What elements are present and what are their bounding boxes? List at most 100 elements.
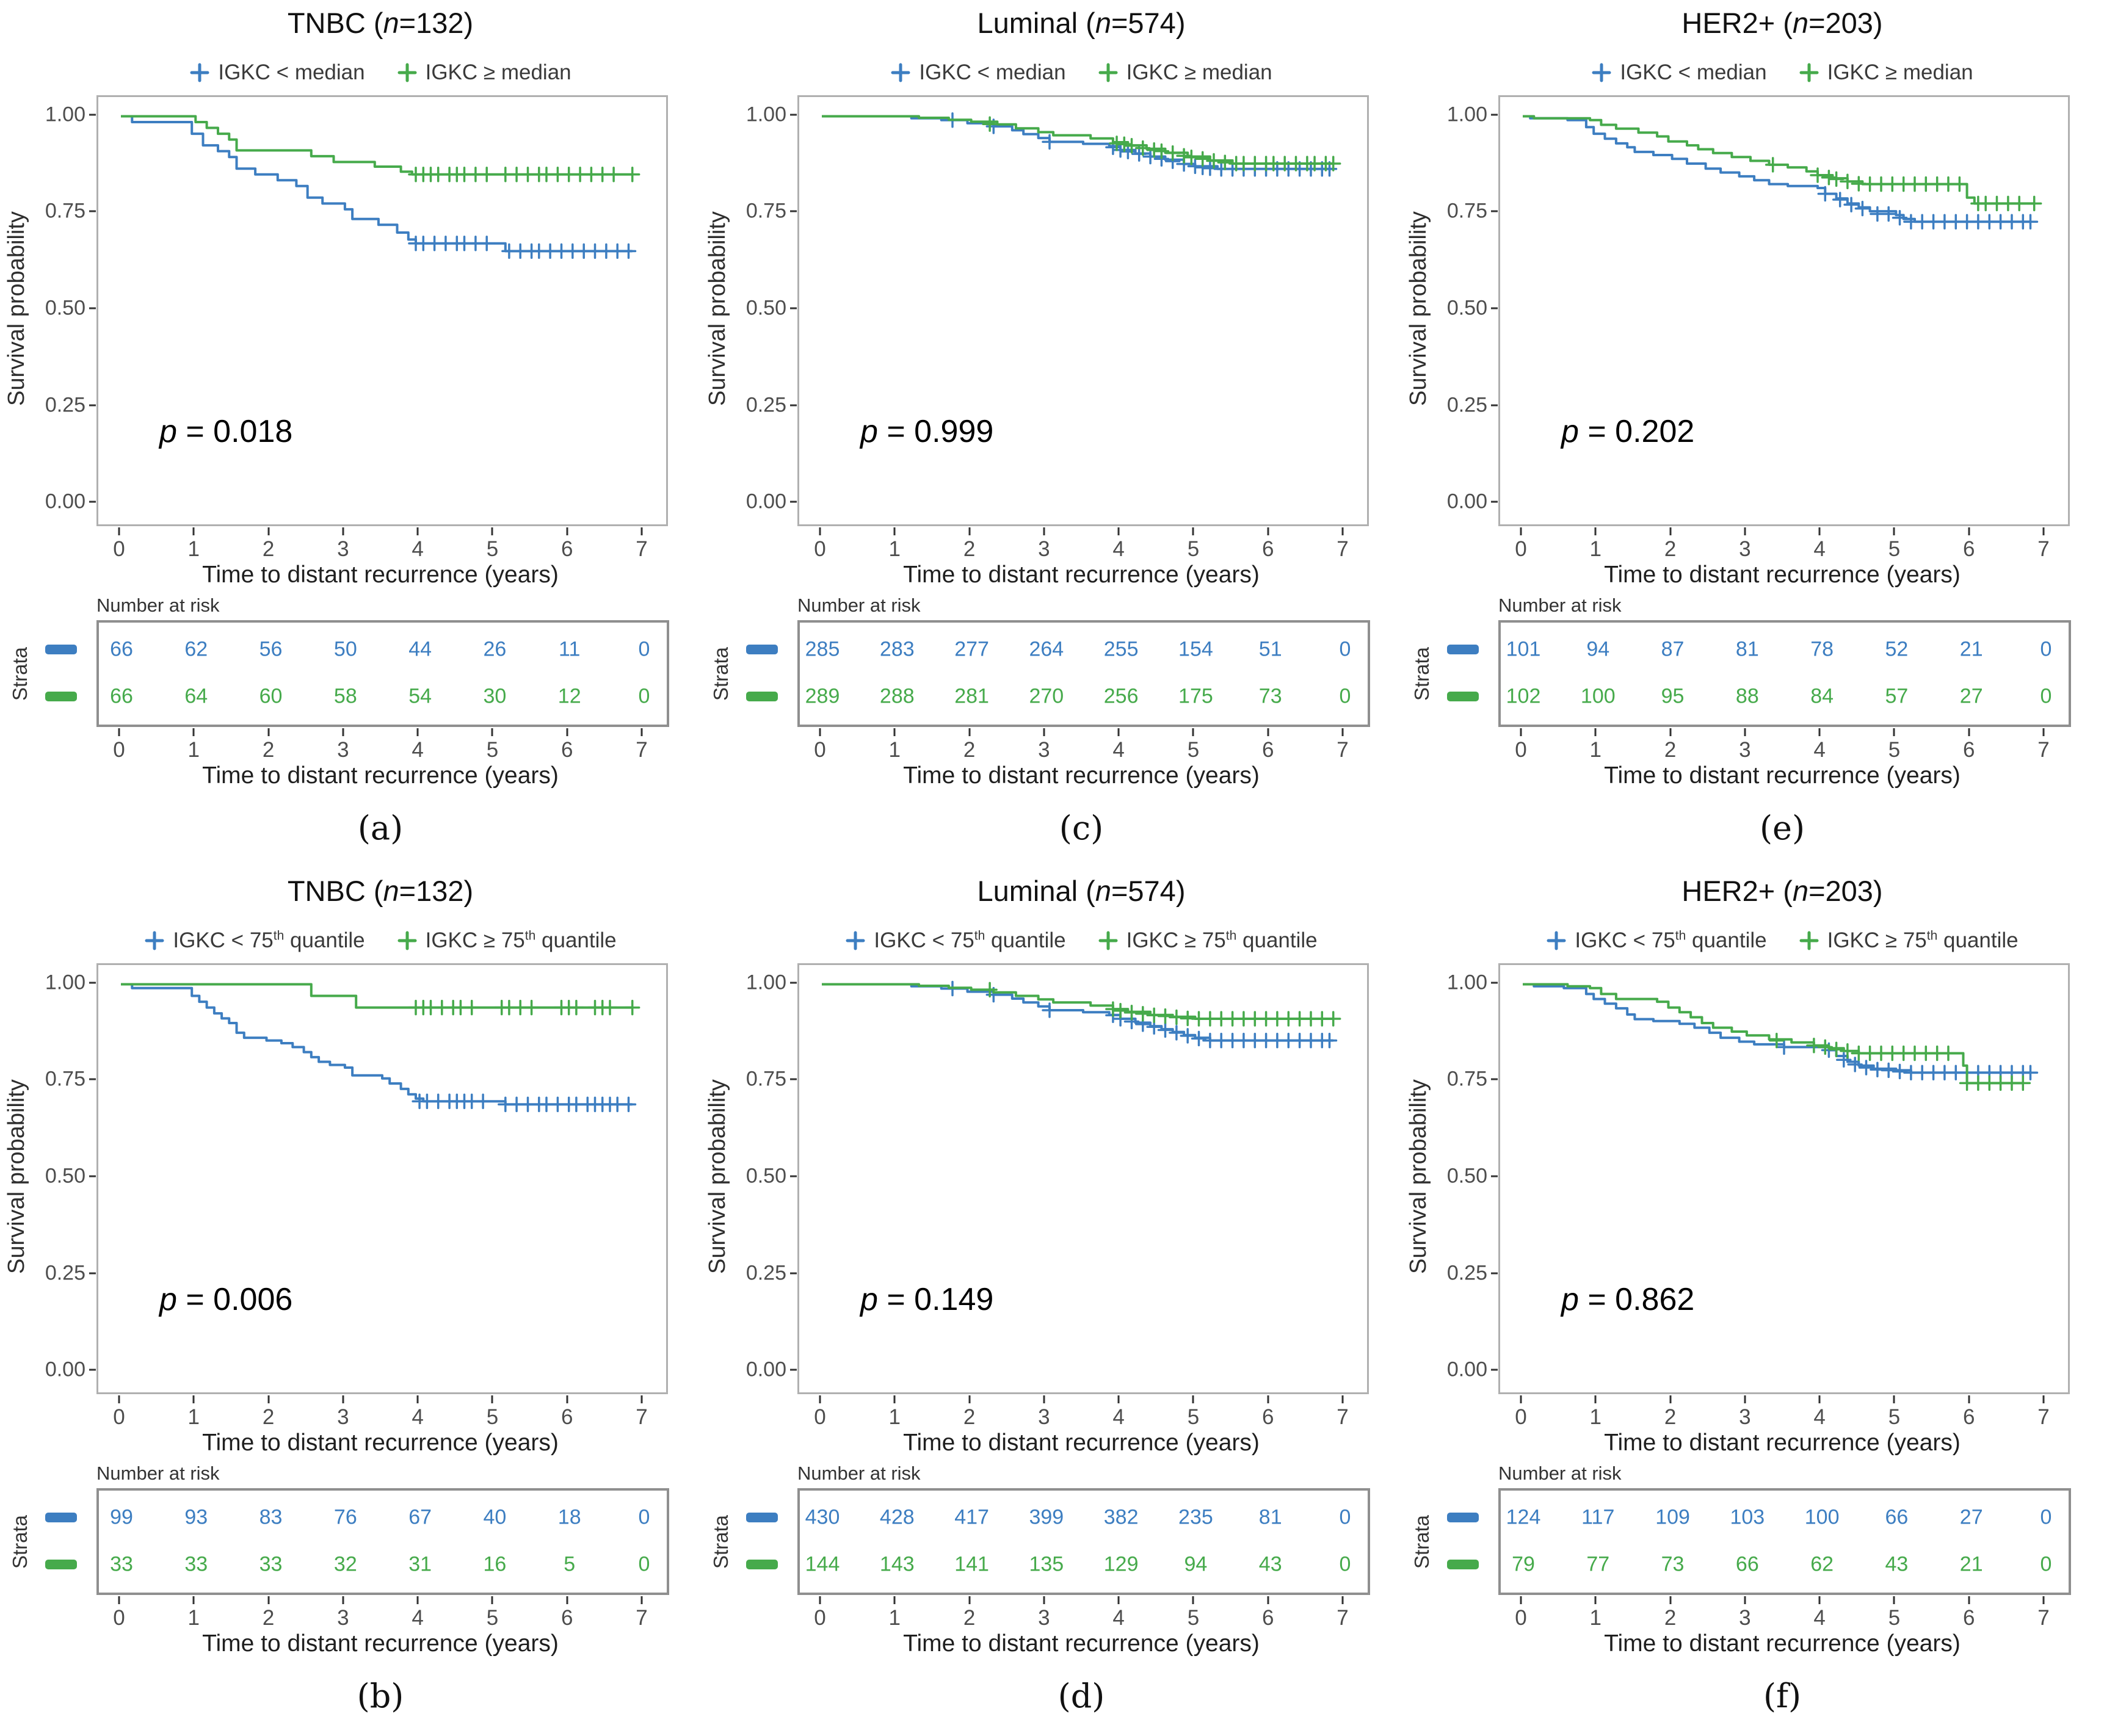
risk-count: 281 <box>954 684 989 708</box>
x-axis-label: Time to distant recurrence (years) <box>202 1630 559 1657</box>
x-tick-label: 1 <box>187 738 200 762</box>
risk-count: 58 <box>333 684 357 708</box>
risk-count: 60 <box>259 684 283 708</box>
x-tick-mark <box>342 1395 344 1403</box>
plot-legend: IGKC < median IGKC ≥ median <box>1498 50 2066 95</box>
risk-table: 124 117 109 103 100 66 27 0 79 77 73 66 62 43 21 0 <box>1498 1488 2071 1595</box>
risk-table-section: Strata 124 117 109 103 100 66 27 0 79 77 73 66 62 43 21… <box>1402 1488 2103 1596</box>
legend-item: IGKC ≥ 75th quantile <box>1799 928 2019 953</box>
x-tick-label: 4 <box>1813 1405 1826 1429</box>
y-tick-mark <box>89 307 96 309</box>
x-tick-label: 5 <box>486 1405 499 1429</box>
x-tick-label: 5 <box>1888 537 1901 561</box>
y-tick-mark <box>790 501 797 503</box>
x-axis-label: Time to distant recurrence (years) <box>903 1630 1260 1657</box>
y-tick-label: 0.00 <box>45 490 85 513</box>
strata-key-green <box>1447 692 1479 701</box>
risk-count: 277 <box>954 637 989 661</box>
x-axis-label: Time to distant recurrence (years) <box>202 1430 559 1456</box>
title-n-italic: n <box>383 875 399 907</box>
risk-count: 81 <box>1735 637 1759 661</box>
y-axis-label: Survival probability <box>1406 211 1431 407</box>
risk-count: 27 <box>1959 684 1983 708</box>
x-tick-mark <box>1893 1395 1895 1403</box>
legend-label: IGKC ≥ 75th quantile <box>425 928 617 952</box>
censor-plus-icon <box>1799 931 1819 950</box>
censor-plus-icon <box>1547 931 1566 950</box>
strata-key-green <box>746 1560 778 1569</box>
x-tick-mark <box>640 728 643 736</box>
x-tick-mark <box>1192 1596 1194 1604</box>
y-tick-label: 0.75 <box>45 1067 85 1091</box>
plot-x-axis: 0 1 2 3 4 5 6 7 <box>96 1395 664 1430</box>
x-tick-label: 3 <box>1038 738 1050 762</box>
x-tick-label: 6 <box>1261 738 1274 762</box>
y-tick-mark <box>89 1369 96 1371</box>
risk-x-axis: 0 1 2 3 4 5 6 7 <box>1498 728 2066 762</box>
y-tick-label: 0.75 <box>1446 199 1487 223</box>
x-tick-mark <box>1594 1395 1597 1403</box>
risk-count: 94 <box>1184 1552 1208 1576</box>
x-tick-mark <box>1893 1596 1895 1604</box>
legend-label: IGKC < 75th quantile <box>1575 928 1767 952</box>
x-tick-mark <box>1117 1395 1120 1403</box>
x-tick-label: 3 <box>1038 1606 1050 1630</box>
risk-count: 33 <box>110 1552 133 1576</box>
y-tick-mark <box>790 210 797 212</box>
y-axis-label: Survival probability <box>4 1079 29 1275</box>
risk-count: 288 <box>879 684 915 708</box>
x-axis-label: Time to distant recurrence (years) <box>202 562 559 588</box>
x-tick-label: 5 <box>1187 537 1200 561</box>
km-curves-svg <box>822 112 1341 177</box>
legend-label: IGKC ≥ median <box>1827 60 1973 84</box>
y-tick-mark <box>790 982 797 983</box>
x-tick-mark <box>491 527 493 535</box>
risk-count: 235 <box>1178 1505 1213 1529</box>
risk-count: 270 <box>1029 684 1064 708</box>
x-tick-label: 5 <box>1187 738 1200 762</box>
y-axis-label: Survival probability <box>705 211 730 407</box>
risk-count: 100 <box>1804 1505 1840 1529</box>
x-tick-label: 3 <box>1739 1606 1751 1630</box>
strata-label: Strata <box>709 646 732 701</box>
x-tick-label: 2 <box>963 738 976 762</box>
y-tick-mark <box>790 114 797 115</box>
x-axis-label: Time to distant recurrence (years) <box>1604 762 1961 789</box>
y-tick-label: 0.25 <box>745 393 786 417</box>
x-tick-mark <box>1893 527 1895 535</box>
x-tick-mark <box>1744 1395 1746 1403</box>
x-tick-label: 4 <box>1112 738 1125 762</box>
x-tick-label: 0 <box>814 738 826 762</box>
panel-letter: (a) <box>357 809 404 847</box>
x-tick-mark <box>1520 527 1522 535</box>
legend-label: IGKC < median <box>218 60 365 84</box>
x-tick-mark <box>893 728 896 736</box>
x-tick-label: 1 <box>1589 738 1602 762</box>
legend-item: IGKC < median <box>1591 60 1767 85</box>
y-tick-mark <box>1491 307 1498 309</box>
censor-plus-icon <box>145 931 164 950</box>
km-curve-blue <box>1523 983 2031 1074</box>
x-tick-mark <box>640 1395 643 1403</box>
x-tick-mark <box>118 1596 120 1604</box>
title-n-italic: n <box>1792 875 1809 907</box>
panel-letter: (b) <box>357 1677 404 1715</box>
x-tick-mark <box>118 527 120 535</box>
x-axis-label: Time to distant recurrence (years) <box>202 762 559 789</box>
risk-count: 76 <box>333 1505 357 1529</box>
plot-row: Survival probability 1.00 0.75 0.50 0.25 0.00… <box>1402 95 2103 527</box>
x-tick-label: 4 <box>1813 738 1826 762</box>
risk-count: 79 <box>1512 1552 1535 1576</box>
x-tick-label: 7 <box>636 537 648 561</box>
x-tick-label: 0 <box>113 537 125 561</box>
x-tick-label: 1 <box>187 1606 200 1630</box>
x-tick-mark <box>819 1395 821 1403</box>
x-tick-label: 1 <box>187 1405 200 1429</box>
legend-item: IGKC ≥ 75th quantile <box>397 928 617 953</box>
km-curves-svg <box>121 983 640 1113</box>
km-curve-green <box>1523 115 2034 205</box>
x-tick-label: 5 <box>1888 1606 1901 1630</box>
risk-table: 430 428 417 399 382 235 81 0 144 143 141 135 129 94 43… <box>797 1488 1370 1595</box>
legend-item: IGKC ≥ 75th quantile <box>1098 928 1318 953</box>
